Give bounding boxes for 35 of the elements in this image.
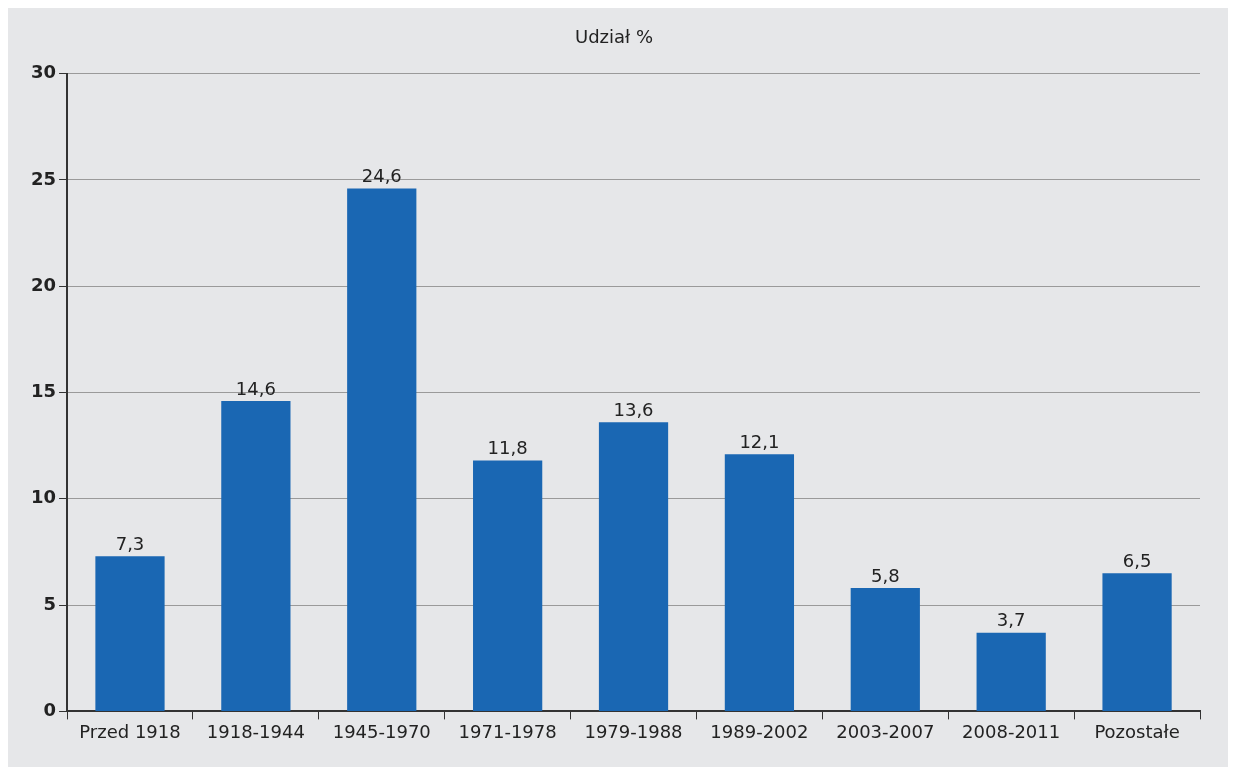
bar [724,454,795,711]
y-tick-label: 5 [43,592,57,614]
data-label: 14,6 [235,377,276,399]
data-label: 13,6 [613,398,654,420]
bar [976,632,1046,711]
bar [95,556,165,711]
bar [473,460,543,711]
bar [347,188,417,711]
y-tick-label: 25 [30,167,57,189]
x-tick-label: Przed 1918 [79,720,181,742]
x-tick-label: 1918-1944 [206,720,305,742]
bar [221,401,291,711]
y-tick-label: 20 [30,273,57,295]
data-label: 6,5 [1122,549,1152,571]
data-label: 7,3 [115,532,145,554]
x-tick-label: 1945-1970 [332,720,431,742]
chart-title: Udział % [574,26,654,48]
data-label: 12,1 [739,430,780,452]
x-tick-label: 1989-2002 [710,720,809,742]
data-label: 5,8 [870,564,900,586]
data-label: 11,8 [487,437,528,459]
y-tick-label: 30 [30,61,57,83]
x-tick-label: Pozostałe [1094,720,1180,742]
data-label: 24,6 [361,165,402,187]
x-tick-label: 2008-2011 [962,720,1061,742]
data-label: 3,7 [996,609,1026,631]
x-tick-label: 1971-1978 [458,720,557,742]
bar [850,588,920,711]
x-tick-label: 1979-1988 [584,720,683,742]
bar [598,422,669,711]
y-tick-label: 0 [43,699,57,721]
y-tick-label: 15 [30,380,57,402]
y-tick-label: 10 [30,486,57,508]
x-tick-label: 2003-2007 [836,720,935,742]
bar [1102,573,1172,711]
